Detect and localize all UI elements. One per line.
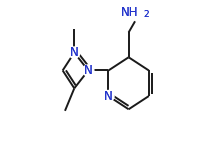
Circle shape — [103, 91, 114, 102]
Circle shape — [83, 65, 94, 76]
Circle shape — [69, 47, 80, 58]
Text: 2: 2 — [143, 10, 148, 19]
Text: N: N — [84, 64, 93, 77]
Text: N: N — [84, 64, 93, 77]
Text: 2: 2 — [143, 10, 148, 19]
Text: N: N — [104, 90, 113, 103]
Circle shape — [130, 3, 150, 22]
Text: N: N — [104, 90, 113, 103]
Text: NH: NH — [121, 6, 139, 19]
Text: NH: NH — [121, 6, 139, 19]
Text: N: N — [70, 46, 79, 59]
Text: N: N — [70, 46, 79, 59]
